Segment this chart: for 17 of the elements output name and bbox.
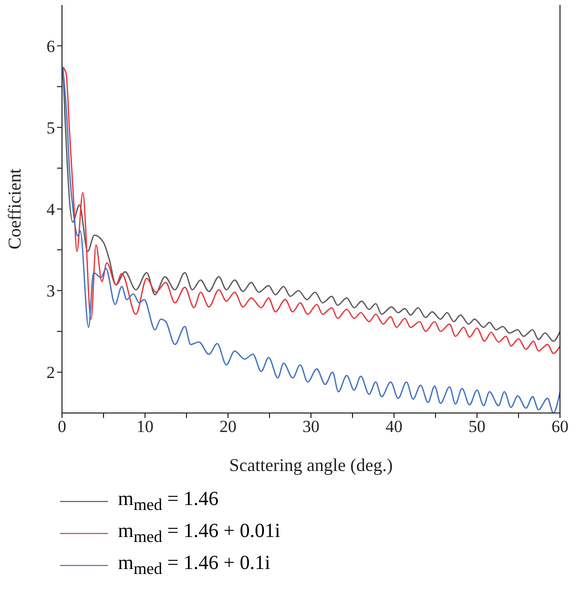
legend-label: m$_{med}$ = 1.46 <box>118 488 219 514</box>
y-tick-label: 3 <box>46 282 55 301</box>
y-axis-title: Coefficient <box>4 168 24 250</box>
x-tick-label: 20 <box>220 417 236 436</box>
y-tick-label: 2 <box>46 363 55 382</box>
y-tick-label: 5 <box>46 118 55 138</box>
x-tick-label: 30 <box>302 417 320 436</box>
x-tick-label: 0 <box>58 417 66 436</box>
x-tick-label: 40 <box>386 417 402 436</box>
x-axis-title: Scattering angle (deg.) <box>229 455 393 475</box>
x-tick-label: 50 <box>468 417 486 436</box>
y-tick-label: 4 <box>46 200 56 220</box>
y-tick-label: 6 <box>46 36 55 56</box>
x-tick-label: 60 <box>552 417 568 436</box>
x-tick-label: 10 <box>136 417 154 436</box>
legend-label: m$_{med}$ = 1.46 + 0.01i <box>118 520 280 546</box>
legend-label: m$_{med}$ = 1.46 + 0.1i <box>118 552 270 578</box>
